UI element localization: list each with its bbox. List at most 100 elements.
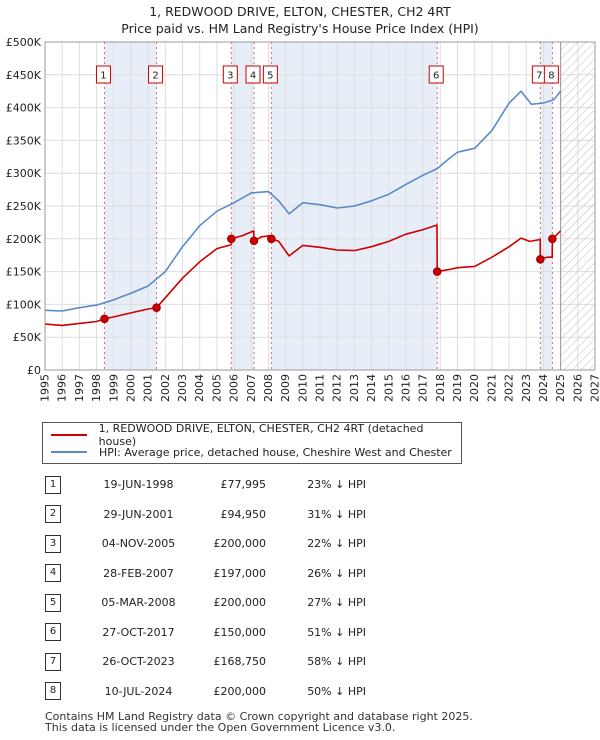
x-tick-label: 1995 <box>39 374 52 402</box>
sale-price: £150,000 <box>213 625 267 639</box>
sale-marker-6: 6 <box>428 65 444 84</box>
sale-marker-box <box>245 65 261 84</box>
y-tick-label: £200K <box>6 233 42 246</box>
table-cell: 4 <box>42 559 91 589</box>
x-tick-label: 2014 <box>365 374 378 402</box>
x-tick-label: 2005 <box>210 374 223 402</box>
legend: 1, REDWOOD DRIVE, ELTON, CHESTER, CH2 4R… <box>42 422 462 464</box>
sale-marker-label: 1 <box>100 71 106 82</box>
sale-date: 19-JUN-1998 <box>103 478 174 492</box>
sale-marker-label: 5 <box>267 71 273 82</box>
x-tick-label: 1999 <box>107 374 120 402</box>
table-row: 7 26-OCT-2023 £168,750 58% ↓ HPI <box>42 647 366 677</box>
table-cell: 51% ↓ HPI <box>266 618 366 648</box>
sale-price: £200,000 <box>213 596 267 610</box>
legend-item-hpi: HPI: Average price, detached house, Ches… <box>51 444 452 460</box>
sale-number-badge: 4 <box>45 564 61 583</box>
sale-price: £200,000 <box>213 684 267 698</box>
table-row: 4 28-FEB-2007 £197,000 26% ↓ HPI <box>42 559 366 589</box>
sale-marker-box <box>222 65 238 84</box>
table-cell: 8 <box>42 677 91 707</box>
sale-marker-label: 2 <box>152 71 158 82</box>
sale-marker-label: 7 <box>536 71 542 82</box>
sale-marker-1: 1 <box>95 65 111 84</box>
sale-price: £200,000 <box>213 537 267 551</box>
x-tick-label: 2009 <box>279 374 292 402</box>
sale-hpi-diff: 26% ↓ HPI <box>307 566 366 580</box>
sale-date: 05-MAR-2008 <box>101 596 176 610</box>
y-tick-label: £150K <box>6 266 42 279</box>
sale-hpi-diff: 31% ↓ HPI <box>307 507 366 521</box>
x-tick-label: 2027 <box>589 374 600 402</box>
table-cell: 23% ↓ HPI <box>266 470 366 500</box>
x-tick-label: 2001 <box>142 374 155 402</box>
x-tick-label: 2008 <box>262 374 275 402</box>
x-tick-label: 2021 <box>485 374 498 402</box>
x-tick-label: 2025 <box>554 374 567 402</box>
table-cell: £94,950 <box>186 500 267 530</box>
sale-number-badge: 2 <box>45 505 61 524</box>
x-tick-label: 2004 <box>193 374 206 402</box>
x-tick-label: 2020 <box>468 374 481 402</box>
sale-marker-2: 2 <box>148 65 164 84</box>
sale-number-badge: 3 <box>45 534 61 553</box>
legend-swatch-hpi <box>51 451 87 453</box>
sale-marker-4: 4 <box>245 65 261 84</box>
table-cell: 28-FEB-2007 <box>91 559 186 589</box>
table-row: 8 10-JUL-2024 £200,000 50% ↓ HPI <box>42 677 366 707</box>
sale-date: 10-JUL-2024 <box>104 684 173 698</box>
sale-number-badge: 5 <box>45 593 61 612</box>
table-cell: £200,000 <box>186 677 267 707</box>
x-tick-label: 2019 <box>451 374 464 402</box>
footer-copyright: Contains HM Land Registry data © Crown c… <box>45 710 473 723</box>
x-tick-label: 2026 <box>571 374 584 402</box>
table-cell: 6 <box>42 618 91 648</box>
plot-frame <box>44 41 596 371</box>
sale-hpi-diff: 23% ↓ HPI <box>307 478 366 492</box>
table-cell: 31% ↓ HPI <box>266 500 366 530</box>
sale-marker-label: 3 <box>227 71 233 82</box>
table-row: 6 27-OCT-2017 £150,000 51% ↓ HPI <box>42 618 366 648</box>
table-cell: £200,000 <box>186 529 267 559</box>
sale-price: £168,750 <box>213 655 267 669</box>
hpi-line <box>44 90 562 312</box>
table-cell: 58% ↓ HPI <box>266 647 366 677</box>
chart-title: 1, REDWOOD DRIVE, ELTON, CHESTER, CH2 4R… <box>149 4 451 19</box>
sale-marker-box <box>262 65 278 84</box>
table-cell: £77,995 <box>186 470 267 500</box>
sale-hpi-diff: 22% ↓ HPI <box>307 537 366 551</box>
chart-subtitle: Price paid vs. HM Land Registry's House … <box>121 21 479 36</box>
table-cell: 7 <box>42 647 91 677</box>
x-tick-label: 2000 <box>124 374 137 402</box>
sale-marker-8: 8 <box>543 65 559 84</box>
table-cell: £197,000 <box>186 559 267 589</box>
table-cell: 27% ↓ HPI <box>266 588 366 618</box>
legend-item-property: 1, REDWOOD DRIVE, ELTON, CHESTER, CH2 4R… <box>51 422 461 448</box>
table-row: 2 29-JUN-2001 £94,950 31% ↓ HPI <box>42 500 366 530</box>
legend-label-property: 1, REDWOOD DRIVE, ELTON, CHESTER, CH2 4R… <box>98 422 424 448</box>
sale-marker-box <box>148 65 164 84</box>
x-tick-label: 2023 <box>520 374 533 402</box>
table-cell: 19-JUN-1998 <box>91 470 186 500</box>
table-cell: £150,000 <box>186 618 267 648</box>
sale-date: 26-OCT-2023 <box>102 655 175 669</box>
y-tick-label: £0 <box>27 364 41 377</box>
sale-marker-label: 4 <box>250 71 256 82</box>
x-tick-label: 2003 <box>176 374 189 402</box>
y-tick-label: £250K <box>6 200 42 213</box>
sale-marker-label: 6 <box>433 71 439 82</box>
x-tick-label: 2013 <box>348 374 361 402</box>
sale-point-6 <box>432 267 442 276</box>
legend-label-hpi: HPI: Average price, detached house, Ches… <box>99 445 452 459</box>
table-cell: 10-JUL-2024 <box>91 677 186 707</box>
x-tick-label: 1997 <box>73 374 86 402</box>
sale-marker-5: 5 <box>262 65 278 84</box>
footer: Contains HM Land Registry data © Crown c… <box>45 711 473 733</box>
table-cell: 3 <box>42 529 91 559</box>
table-cell: 5 <box>42 588 91 618</box>
x-tick-label: 2017 <box>417 374 430 402</box>
sale-price: £197,000 <box>213 566 267 580</box>
x-tick-label: 2016 <box>399 374 412 402</box>
sale-marker-box <box>428 65 444 84</box>
sale-number-badge: 1 <box>45 475 61 494</box>
